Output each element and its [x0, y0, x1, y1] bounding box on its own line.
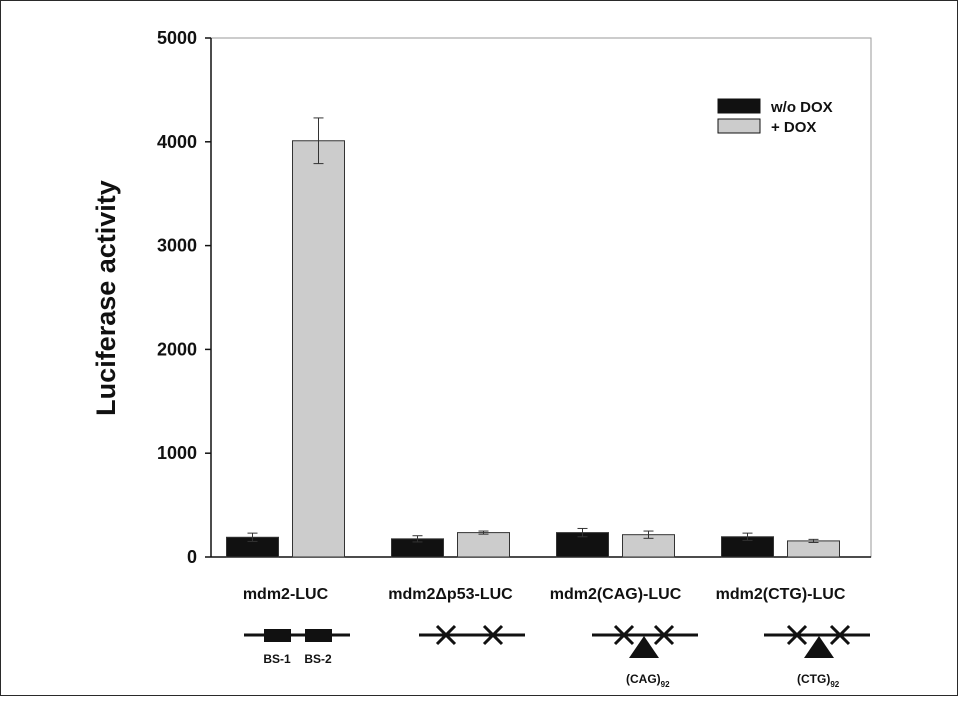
y-tick-label: 4000 [157, 132, 197, 152]
diagram-mdm2-luc: BS-1 BS-2 [244, 629, 350, 666]
deletion-cross-2 [653, 624, 675, 646]
legend-swatch-w-o-dox [717, 98, 761, 114]
deletion-cross-2 [829, 624, 851, 646]
binding-site-label-2: BS-2 [304, 652, 332, 666]
diagram-mdm2-dp53-luc [419, 624, 525, 646]
legend-label-w-o-dox: w/o DOX [770, 99, 833, 116]
legend-label-plus-dox: + DOX [771, 119, 816, 136]
legend-swatch-plus-dox [717, 118, 761, 134]
bars [226, 140, 840, 558]
diagram-mdm2-cag-luc: (CAG)92 [592, 624, 698, 689]
y-axis: 0 1000 2000 3000 4000 5000 [157, 28, 871, 567]
y-tick-label: 5000 [157, 28, 197, 48]
y-tick-label: 3000 [157, 236, 197, 256]
y-axis-label: Luciferase activity [91, 180, 121, 416]
y-tick-label: 1000 [157, 443, 197, 463]
binding-site-label-1: BS-1 [263, 652, 291, 666]
error-bars [247, 117, 819, 543]
bar [457, 532, 510, 558]
repeat-insertion-triangle [804, 636, 834, 658]
deletion-cross-2 [482, 624, 504, 646]
category-label: mdm2-LUC [243, 586, 329, 603]
binding-site-box-1 [264, 629, 291, 642]
deletion-cross-1 [613, 624, 635, 646]
legend: w/o DOX + DOX [717, 98, 833, 136]
binding-site-box-2 [305, 629, 332, 642]
bar [787, 540, 840, 558]
y-tick-label: 0 [187, 547, 197, 567]
construct-diagrams: BS-1 BS-2 (CAG)92 [244, 624, 870, 689]
category-label: mdm2(CAG)-LUC [550, 586, 682, 603]
bar [292, 140, 345, 558]
category-label: mdm2(CTG)-LUC [716, 586, 846, 603]
repeat-label-cag: (CAG)92 [626, 672, 670, 689]
repeat-insertion-triangle [629, 636, 659, 658]
category-label: mdm2Δp53-LUC [388, 586, 513, 603]
repeat-label-ctg: (CTG)92 [797, 672, 840, 689]
category-labels: mdm2-LUC mdm2Δp53-LUC mdm2(CAG)-LUC mdm2(CT… [243, 586, 846, 603]
y-tick-label: 2000 [157, 339, 197, 359]
deletion-cross-1 [435, 624, 457, 646]
diagram-mdm2-ctg-luc: (CTG)92 [764, 624, 870, 689]
deletion-cross-1 [786, 624, 808, 646]
